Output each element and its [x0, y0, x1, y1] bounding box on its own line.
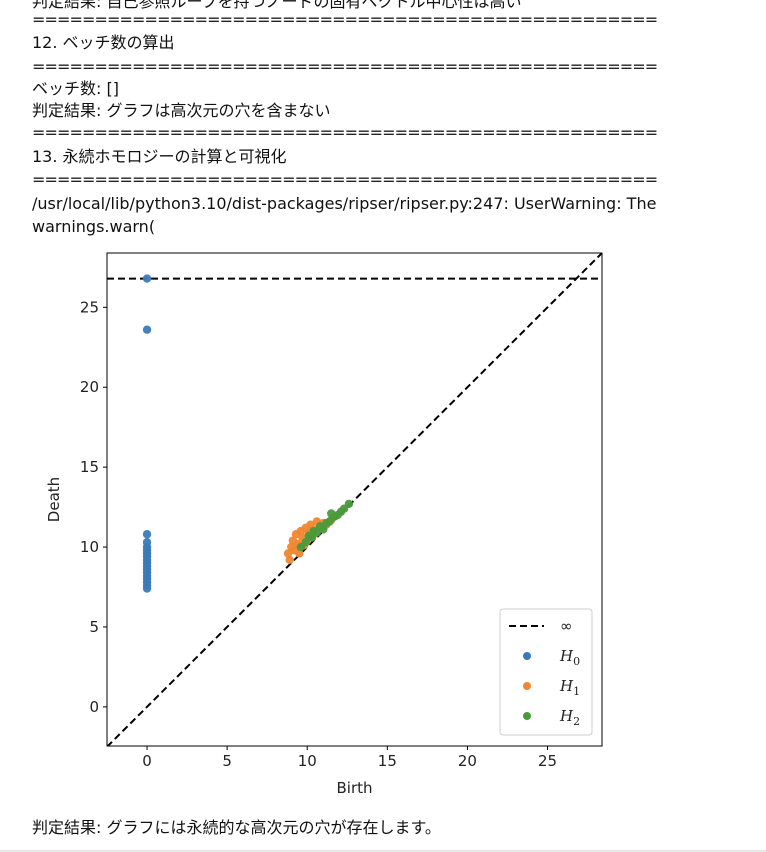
x-tick-label: 0	[142, 752, 152, 770]
section-13-title: 13. 永続ホモロジーの計算と可視化	[32, 147, 287, 166]
cell-border	[0, 850, 766, 852]
legend-marker-h1	[523, 682, 531, 690]
section-12-title: 12. ベッチ数の算出	[32, 33, 175, 52]
point-h0	[142, 530, 152, 539]
point-h0	[142, 274, 152, 283]
point-h1	[295, 549, 304, 558]
legend-box	[499, 608, 593, 736]
point-h1	[285, 555, 294, 565]
separator: ========================================…	[32, 10, 658, 29]
betti-result-line: 判定結果: グラフは高次元の穴を含まない	[32, 101, 331, 120]
y-tick-label: 15	[80, 458, 99, 476]
separator: ========================================…	[32, 57, 658, 76]
y-axis-label: Death	[45, 477, 63, 522]
warning-call-line: warnings.warn(	[32, 217, 156, 236]
axes-frame	[106, 252, 603, 747]
legend-marker-h0	[523, 652, 531, 660]
cut-off-result-line: 判定結果: 自己参照ループを持つノードの固有ベクトル中心性は高い	[32, 0, 522, 11]
x-tick-label: 25	[538, 752, 557, 770]
y-tick-label: 20	[80, 378, 99, 396]
point-h2	[319, 525, 328, 534]
separator: ========================================…	[32, 123, 658, 142]
legend-marker-h2	[523, 712, 531, 720]
diagonal-line	[107, 253, 602, 746]
point-h2	[344, 499, 354, 509]
x-tick-label: 5	[222, 752, 232, 770]
point-h2	[312, 528, 322, 537]
final-result-line: 判定結果: グラフには永続的な高次元の穴が存在します。	[32, 818, 441, 837]
x-tick-label: 15	[378, 752, 397, 770]
y-tick-label: 5	[89, 618, 99, 636]
point-h0	[142, 584, 152, 593]
y-tick-label: 10	[80, 538, 99, 556]
legend-infinity-label: ∞	[560, 617, 573, 635]
betti-numbers-line: ベッチ数: []	[32, 79, 119, 98]
warning-line: /usr/local/lib/python3.10/dist-packages/…	[32, 194, 657, 213]
y-tick-label: 25	[80, 298, 99, 316]
x-tick-label: 10	[298, 752, 317, 770]
separator: ========================================…	[32, 170, 658, 189]
point-h2	[301, 538, 310, 547]
x-tick-label: 20	[458, 752, 477, 770]
point-h1	[283, 549, 293, 558]
y-tick-label: 0	[89, 698, 99, 716]
point-h0	[142, 325, 152, 334]
x-axis-label: Birth	[336, 779, 372, 797]
